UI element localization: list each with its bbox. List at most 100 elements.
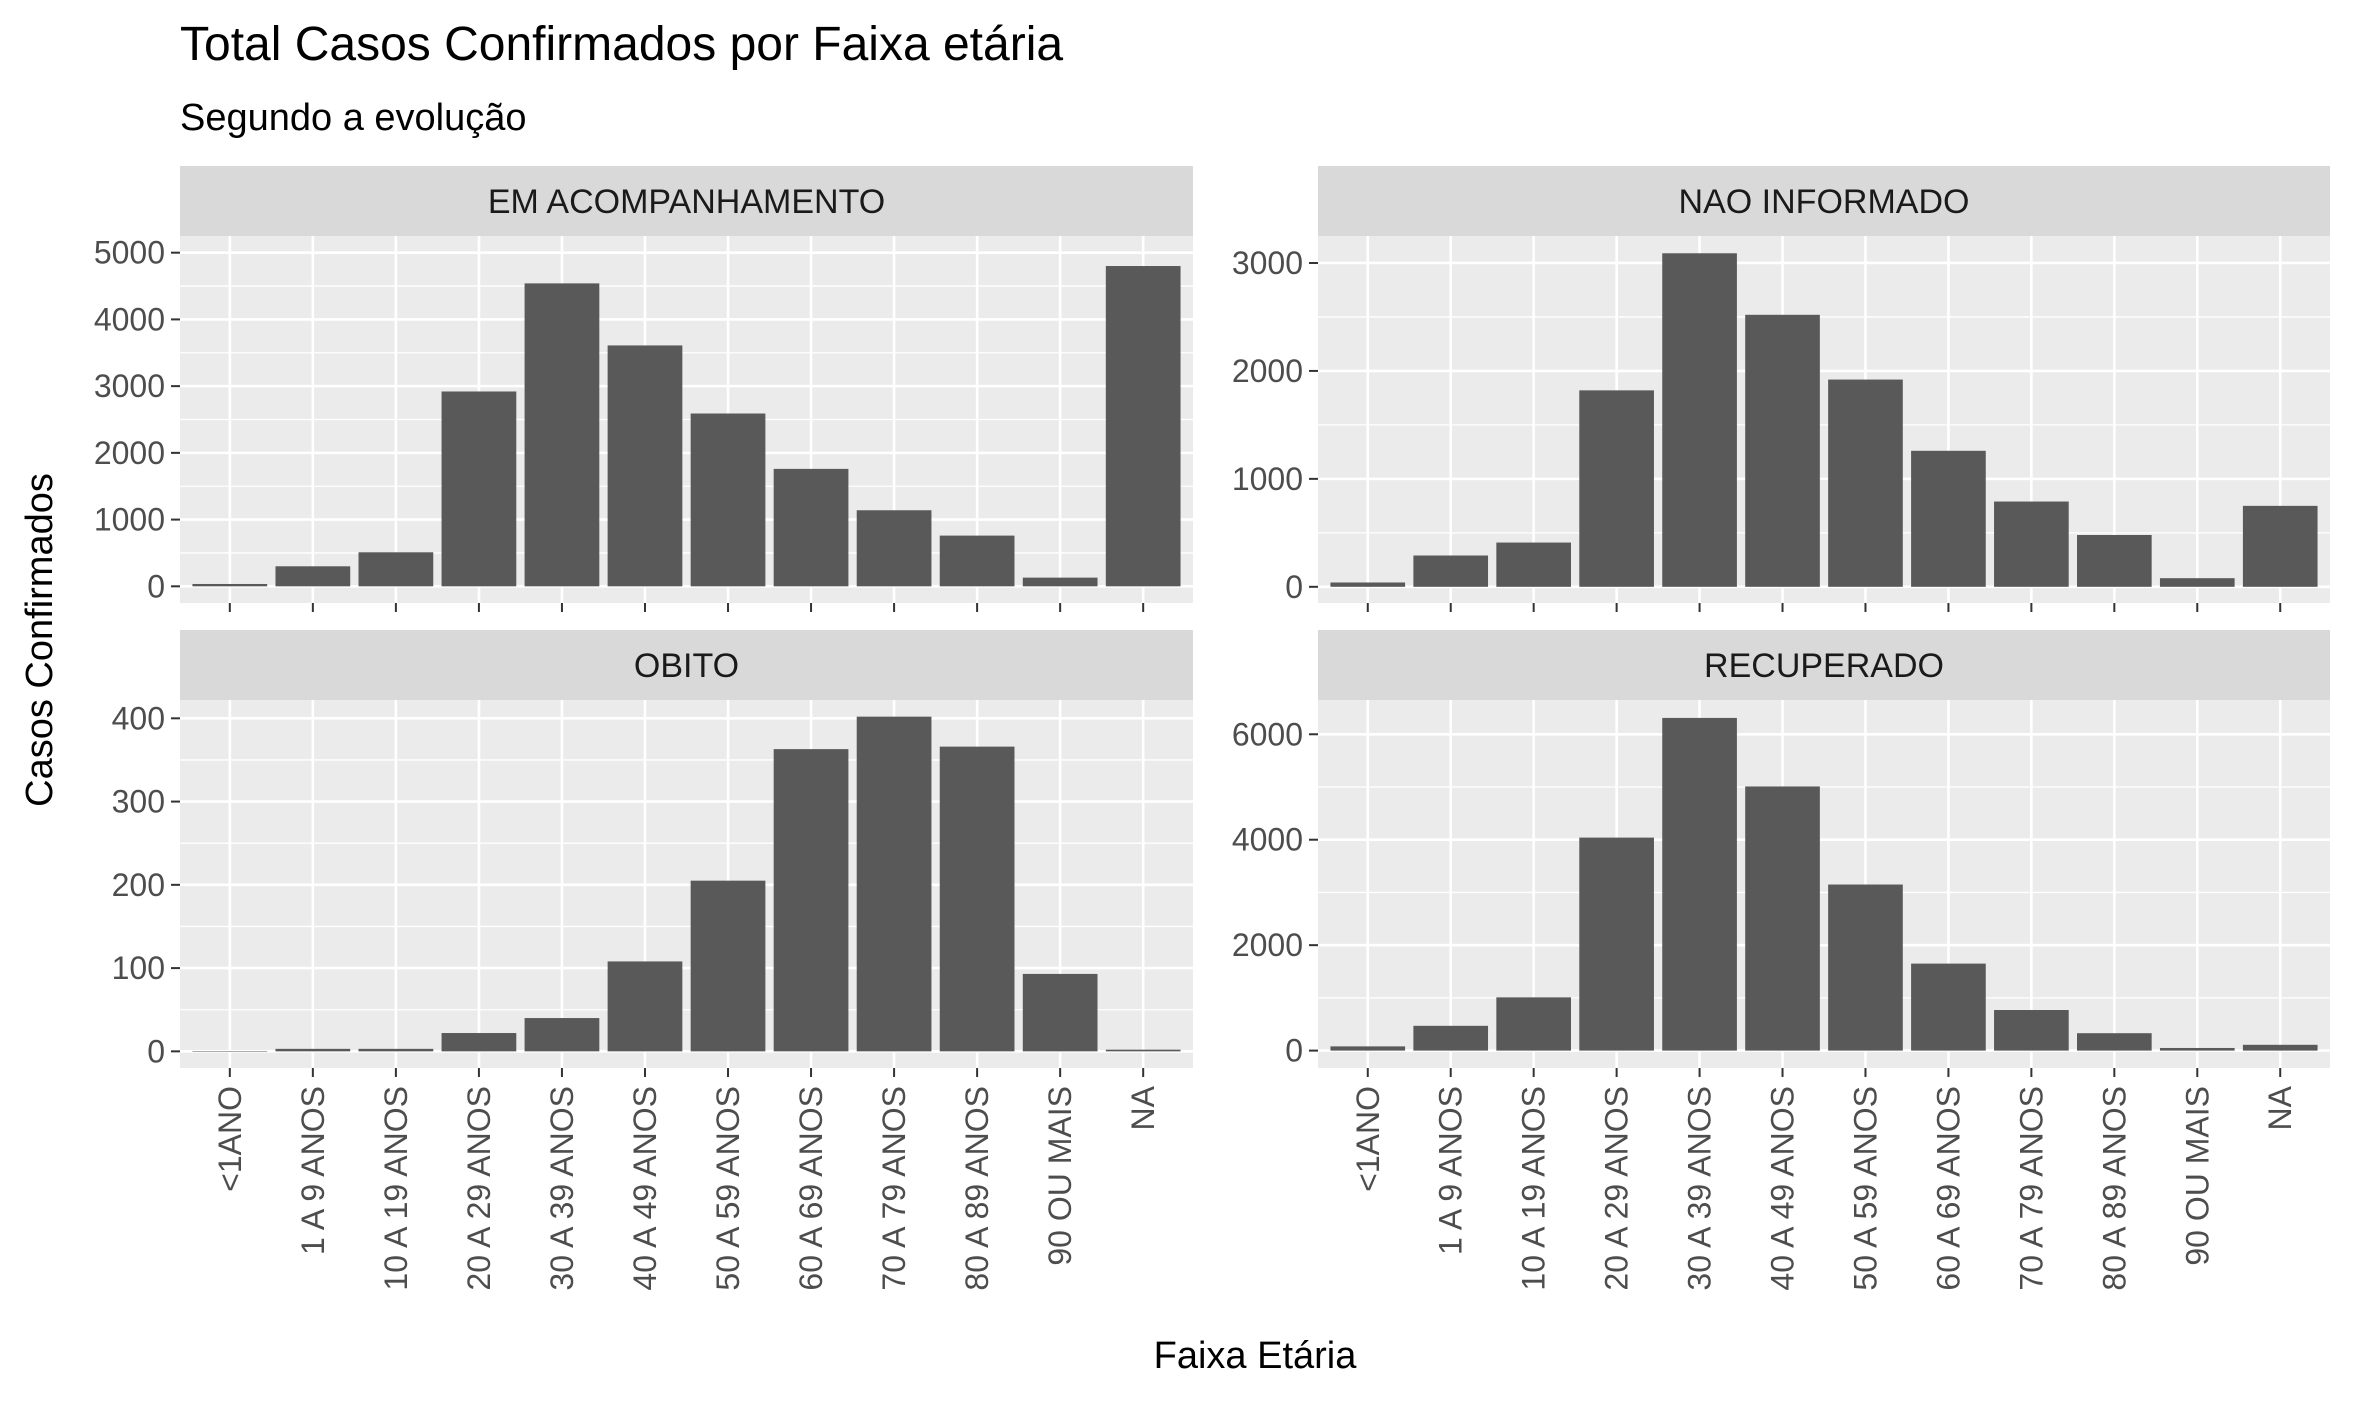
x-tick-label: 70 A 79 ANOS bbox=[876, 1086, 912, 1291]
bar-em-acompanhamento-1-a-9-anos bbox=[275, 566, 351, 587]
bar-recuperado-20-a-29-anos bbox=[1579, 837, 1654, 1051]
bar-nao-informado-1ano bbox=[1330, 582, 1406, 587]
bar-nao-informado-30-a-39-anos bbox=[1662, 253, 1737, 587]
panel-em-acompanhamento: EM ACOMPANHAMENTO 0 1000 2000 3000 4000 5000 bbox=[94, 166, 1193, 612]
y-tick-label: 1000 bbox=[1232, 461, 1303, 497]
bar-em-acompanhamento-10-a-19-anos bbox=[358, 552, 434, 587]
bar-recuperado-10-a-19-anos bbox=[1496, 997, 1571, 1051]
panel-strip-label: EM ACOMPANHAMENTO bbox=[488, 183, 885, 221]
x-tick-label: 90 OU MAIS bbox=[1042, 1086, 1078, 1266]
panel-strip-label: OBITO bbox=[634, 647, 739, 685]
x-tick-label: 10 A 19 ANOS bbox=[1516, 1086, 1552, 1291]
bar-nao-informado-10-a-19-anos bbox=[1496, 542, 1571, 587]
y-axis-label: Casos Confirmados bbox=[19, 473, 61, 807]
x-tick-label: 30 A 39 ANOS bbox=[544, 1086, 580, 1291]
bar-em-acompanhamento-40-a-49-anos bbox=[607, 345, 683, 587]
bar-obito-na bbox=[1105, 1049, 1181, 1052]
facet-panels: EM ACOMPANHAMENTO010002000300040005000NA… bbox=[94, 166, 2330, 1291]
bar-em-acompanhamento-na bbox=[1105, 266, 1181, 587]
panel-strip bbox=[180, 166, 1193, 236]
panel-background bbox=[1318, 236, 2330, 603]
x-tick-label: 30 A 39 ANOS bbox=[1682, 1086, 1718, 1291]
y-tick-label: 0 bbox=[147, 1033, 165, 1069]
bar-recuperado-1-a-9-anos bbox=[1413, 1025, 1489, 1051]
bar-em-acompanhamento-30-a-39-anos bbox=[524, 283, 600, 587]
x-tick-label: 40 A 49 ANOS bbox=[1765, 1086, 1801, 1291]
y-tick-label: 400 bbox=[112, 700, 165, 736]
bar-nao-informado-60-a-69-anos bbox=[1911, 450, 1986, 587]
y-tick-label: 3000 bbox=[94, 368, 165, 404]
x-tick-label: NA bbox=[1125, 1085, 1161, 1130]
panel-recuperado: RECUPERADO 0 2000 4000 6000 <1ANO 1 A 9 ANOS 10… bbox=[1232, 630, 2330, 1291]
panel-strip bbox=[1318, 630, 2330, 700]
y-tick-label: 5000 bbox=[94, 235, 165, 271]
x-tick-label: <1ANO bbox=[212, 1086, 248, 1192]
y-tick-label: 2000 bbox=[1232, 353, 1303, 389]
x-tick-label: 60 A 69 ANOS bbox=[793, 1086, 829, 1291]
bar-obito-60-a-69-anos bbox=[773, 749, 849, 1052]
y-tick-label: 3000 bbox=[1232, 245, 1303, 281]
x-tick-label: <1ANO bbox=[1350, 1086, 1386, 1192]
y-tick-label: 2000 bbox=[1232, 927, 1303, 963]
bar-em-acompanhamento-60-a-69-anos bbox=[773, 468, 849, 587]
x-tick-label: 60 A 69 ANOS bbox=[1930, 1086, 1966, 1291]
bar-em-acompanhamento-80-a-89-anos bbox=[939, 535, 1015, 587]
x-tick-label: 80 A 89 ANOS bbox=[959, 1086, 995, 1291]
bar-nao-informado-50-a-59-anos bbox=[1828, 379, 1903, 587]
bar-obito-20-a-29-anos bbox=[441, 1033, 517, 1052]
bar-recuperado-50-a-59-anos bbox=[1828, 884, 1903, 1051]
panel-background bbox=[1318, 700, 2330, 1068]
bar-recuperado-1ano bbox=[1330, 1046, 1406, 1051]
x-tick-label: 20 A 29 ANOS bbox=[1599, 1086, 1635, 1291]
x-tick-label: 1 A 9 ANOS bbox=[295, 1086, 331, 1255]
bar-obito-90-ou-mais bbox=[1022, 973, 1098, 1052]
bar-obito-70-a-79-anos bbox=[856, 716, 932, 1052]
y-tick-label: 200 bbox=[112, 867, 165, 903]
y-tick-label: 300 bbox=[112, 784, 165, 820]
bar-recuperado-90-ou-mais bbox=[2159, 1047, 2235, 1051]
bar-nao-informado-20-a-29-anos bbox=[1579, 390, 1654, 587]
y-tick-label: 1000 bbox=[94, 502, 165, 538]
y-tick-label: 4000 bbox=[1232, 822, 1303, 858]
bar-em-acompanhamento-50-a-59-anos bbox=[690, 413, 766, 587]
panel-nao-informado: NAO INFORMADO 0 1000 2000 3000 bbox=[1232, 166, 2330, 612]
panel-obito: OBITO 0 100 200 300 400 <1ANO 1 A 9 ANOS 10 A 19… bbox=[112, 630, 1193, 1291]
x-tick-label: 50 A 59 ANOS bbox=[1847, 1086, 1883, 1291]
bar-nao-informado-80-a-89-anos bbox=[2077, 534, 2152, 587]
y-tick-label: 2000 bbox=[94, 435, 165, 471]
x-tick-label: 20 A 29 ANOS bbox=[461, 1086, 497, 1291]
bar-em-acompanhamento-90-ou-mais bbox=[1022, 577, 1098, 587]
panel-strip-label: NAO INFORMADO bbox=[1679, 183, 1970, 221]
panel-strip bbox=[1318, 166, 2330, 236]
bar-obito-80-a-89-anos bbox=[939, 746, 1015, 1052]
y-tick-label: 0 bbox=[1285, 1033, 1303, 1069]
bar-recuperado-40-a-49-anos bbox=[1745, 786, 1820, 1051]
x-tick-label: 70 A 79 ANOS bbox=[2013, 1086, 2049, 1291]
x-tick-label: 90 OU MAIS bbox=[2179, 1086, 2215, 1266]
bar-nao-informado-40-a-49-anos bbox=[1745, 314, 1820, 587]
bar-em-acompanhamento-20-a-29-anos bbox=[441, 391, 517, 587]
x-tick-label: 10 A 19 ANOS bbox=[378, 1086, 414, 1291]
bar-nao-informado-na bbox=[2242, 505, 2318, 587]
bar-obito-50-a-59-anos bbox=[690, 880, 766, 1052]
bar-obito-1ano bbox=[192, 1051, 268, 1052]
y-tick-label: 100 bbox=[112, 950, 165, 986]
bar-recuperado-30-a-39-anos bbox=[1662, 717, 1737, 1051]
x-tick-label: 50 A 59 ANOS bbox=[710, 1086, 746, 1291]
y-tick-label: 6000 bbox=[1232, 716, 1303, 752]
bar-nao-informado-70-a-79-anos bbox=[1994, 501, 2069, 587]
y-tick-label: 0 bbox=[147, 568, 165, 604]
bar-obito-40-a-49-anos bbox=[607, 961, 683, 1052]
bar-nao-informado-90-ou-mais bbox=[2159, 578, 2235, 587]
bar-recuperado-80-a-89-anos bbox=[2077, 1033, 2152, 1051]
bar-recuperado-na bbox=[2242, 1044, 2318, 1051]
y-tick-label: 4000 bbox=[94, 301, 165, 337]
bar-recuperado-60-a-69-anos bbox=[1911, 963, 1986, 1051]
bar-obito-30-a-39-anos bbox=[524, 1018, 600, 1052]
panel-strip bbox=[180, 630, 1193, 700]
chart-subtitle: Segundo a evolução bbox=[180, 97, 527, 139]
bar-obito-1-a-9-anos bbox=[275, 1048, 351, 1052]
x-tick-label: 80 A 89 ANOS bbox=[2096, 1086, 2132, 1291]
